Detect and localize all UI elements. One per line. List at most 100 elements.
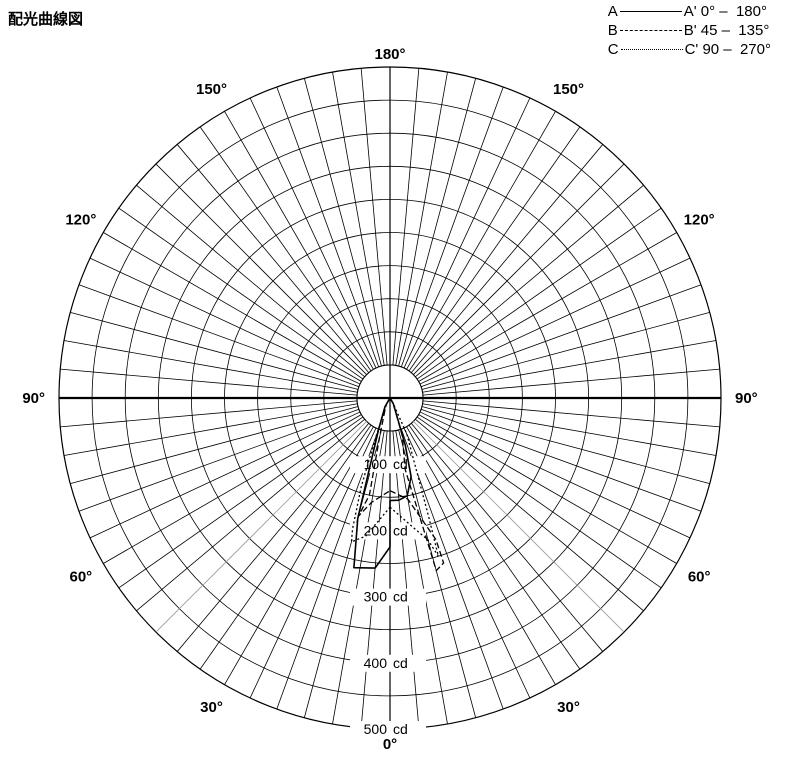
angle-label-right-120: 120° bbox=[684, 212, 715, 229]
r-tick-bg-400 bbox=[350, 654, 426, 672]
grid-spoke-225 bbox=[155, 163, 367, 375]
r-tick-bg-500 bbox=[350, 721, 426, 738]
angle-label-left-150: 150° bbox=[196, 81, 227, 98]
grid-spoke-40 bbox=[410, 423, 604, 652]
legend-c-start: C bbox=[607, 41, 619, 58]
grid-spoke-5 bbox=[392, 430, 420, 728]
angle-label-left-90: 90° bbox=[22, 390, 45, 407]
grid-spoke-350 bbox=[332, 430, 385, 725]
grid-spoke-185 bbox=[360, 68, 388, 366]
r-tick-value-300: 300 bbox=[364, 589, 388, 605]
grid-spoke-285 bbox=[70, 406, 359, 485]
grid-spoke-120 bbox=[418, 232, 677, 382]
grid-spoke-65 bbox=[419, 411, 691, 539]
grid-spoke-105 bbox=[421, 311, 710, 390]
grid-spoke-230 bbox=[136, 184, 365, 378]
angle-label-left-30: 30° bbox=[200, 699, 223, 716]
grid-spoke-45 bbox=[413, 421, 625, 633]
grid-spoke-115 bbox=[419, 257, 691, 385]
legend-entry-b: B B' 45 – 135° bbox=[608, 21, 771, 40]
grid-spoke-75 bbox=[421, 406, 710, 485]
grid-spoke-295 bbox=[89, 411, 361, 539]
grid-spoke-30 bbox=[406, 426, 556, 685]
legend-a-range: 0° – 180° bbox=[700, 3, 767, 20]
grid-spoke-95 bbox=[422, 368, 720, 396]
angle-labels: 0° 30° 30° 60° 60° 90° 90° 120° 120° 150° 150° 180° bbox=[22, 46, 757, 753]
legend-a-line-swatch bbox=[619, 11, 682, 12]
grid-spoke-215 bbox=[199, 126, 372, 372]
legend-entry-c: C C' 90 – 270° bbox=[608, 40, 771, 59]
grid-spoke-140 bbox=[410, 144, 604, 373]
legend-entry-a: A A' 0° – 180° bbox=[608, 2, 771, 21]
grid-spoke-330 bbox=[224, 426, 374, 685]
angle-label-bottom-0: 0° bbox=[383, 736, 397, 753]
r-tick-bg-200 bbox=[350, 522, 426, 540]
grid-spoke-290 bbox=[78, 408, 360, 512]
legend-c-range: 90 – 270° bbox=[702, 41, 771, 58]
grid-spoke-170 bbox=[395, 71, 448, 366]
grid-spoke-50 bbox=[415, 418, 644, 612]
grid-spoke-305 bbox=[118, 416, 364, 589]
grid-spoke-275 bbox=[60, 400, 358, 428]
grid-spoke-250 bbox=[78, 284, 360, 388]
r-tick-unit-500: cd bbox=[393, 721, 408, 737]
angle-label-right-30: 30° bbox=[557, 699, 580, 716]
grid-spoke-165 bbox=[398, 78, 477, 367]
grid-spoke-355 bbox=[360, 430, 388, 728]
grid-spoke-55 bbox=[416, 416, 662, 589]
r-tick-bg-100 bbox=[350, 456, 426, 474]
legend-b-start: B bbox=[607, 22, 618, 39]
r-tick-unit-200: cd bbox=[393, 522, 408, 538]
grid-spoke-175 bbox=[392, 68, 420, 366]
grid-spoke-85 bbox=[422, 400, 720, 428]
angle-label-right-90: 90° bbox=[735, 390, 758, 407]
grid-spoke-280 bbox=[63, 403, 358, 456]
grid-spoke-310 bbox=[136, 418, 365, 612]
grid-spoke-100 bbox=[422, 340, 717, 393]
r-tick-value-500: 500 bbox=[364, 721, 388, 737]
grid-spoke-35 bbox=[408, 424, 581, 670]
angle-label-left-60: 60° bbox=[69, 569, 92, 586]
grid-spoke-145 bbox=[408, 126, 581, 372]
grid-spoke-260 bbox=[63, 340, 358, 393]
grid-spoke-300 bbox=[103, 414, 362, 564]
r-tick-unit-400: cd bbox=[393, 655, 408, 671]
grid-spoke-340 bbox=[276, 428, 380, 710]
grid-spoke-70 bbox=[420, 408, 702, 512]
grid-spoke-150 bbox=[406, 111, 556, 370]
grid-spoke-10 bbox=[395, 430, 448, 725]
grid-spoke-210 bbox=[224, 111, 374, 370]
intensity-curves bbox=[350, 397, 445, 572]
legend-b-end: B' bbox=[683, 22, 697, 39]
grid-spoke-20 bbox=[400, 428, 504, 710]
grid-spoke-60 bbox=[418, 414, 677, 564]
r-tick-value-200: 200 bbox=[364, 522, 388, 538]
angle-label-right-150: 150° bbox=[553, 81, 584, 98]
curve-series-c bbox=[350, 397, 440, 557]
angle-label-top-180: 180° bbox=[374, 46, 405, 63]
r-tick-bg-300 bbox=[350, 588, 426, 606]
grid-spoke-220 bbox=[176, 144, 370, 373]
r-tick-unit-300: cd bbox=[393, 589, 408, 605]
grid-spoke-130 bbox=[415, 184, 644, 378]
legend-c-line-swatch bbox=[620, 49, 683, 50]
grid-spoke-205 bbox=[249, 97, 377, 369]
legend-b-line-swatch bbox=[619, 30, 682, 31]
legend: A A' 0° – 180° B B' 45 – 135° C C' 90 – … bbox=[608, 2, 771, 59]
grid-spoke-190 bbox=[332, 71, 385, 366]
grid-spoke-195 bbox=[303, 78, 382, 367]
grid-spoke-110 bbox=[420, 284, 702, 388]
legend-a-start: A bbox=[607, 3, 618, 20]
legend-c-end: C' bbox=[684, 41, 699, 58]
grid-spoke-325 bbox=[199, 424, 372, 670]
grid-spoke-200 bbox=[276, 86, 380, 368]
grid-spoke-125 bbox=[416, 207, 662, 380]
grid-spoke-345 bbox=[303, 429, 382, 718]
grid-spoke-255 bbox=[70, 311, 359, 390]
grid-spoke-135 bbox=[413, 163, 625, 375]
legend-b-range: 45 – 135° bbox=[700, 22, 770, 39]
grid-spoke-320 bbox=[176, 423, 370, 652]
legend-a-end: A' bbox=[683, 3, 697, 20]
